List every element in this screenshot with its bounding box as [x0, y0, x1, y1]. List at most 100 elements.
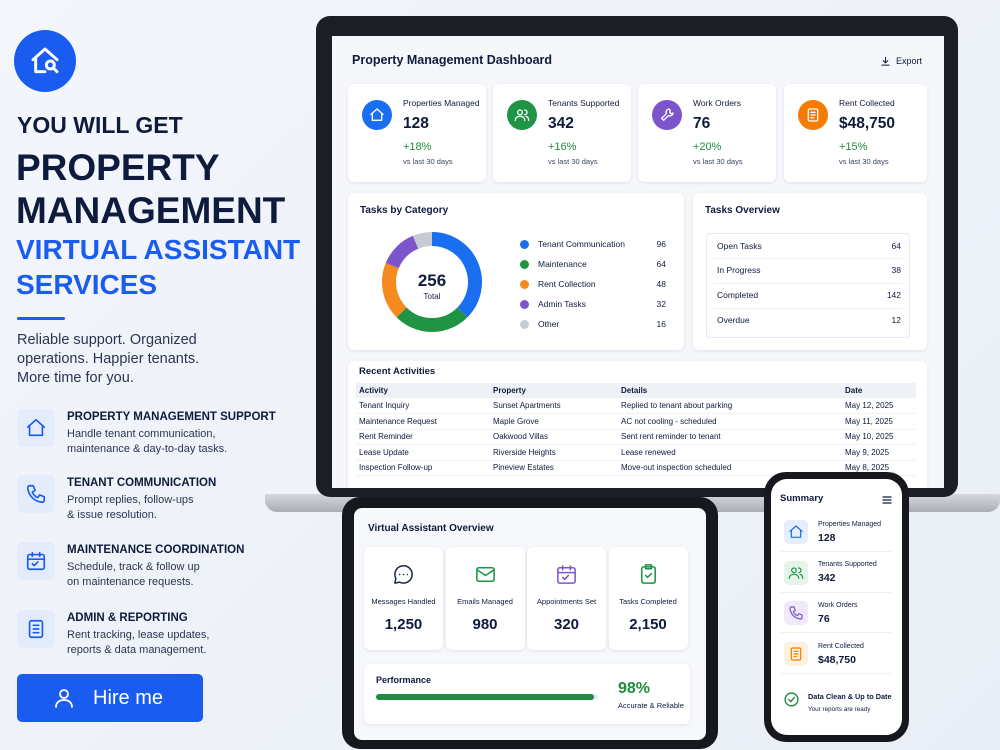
tagline: Reliable support. Organized — [17, 331, 197, 348]
table-header: Date — [845, 385, 863, 395]
kpi-change: +20% — [693, 140, 722, 153]
icon-shape — [661, 108, 674, 121]
overview-label: Overdue — [717, 314, 750, 325]
legend-label: Rent Collection — [538, 278, 596, 289]
eyebrow: YOU WILL GET — [17, 111, 183, 138]
table-cell: AC not cooling - scheduled — [621, 416, 717, 426]
icon-shape — [784, 692, 799, 707]
export-button[interactable]: Export — [878, 52, 930, 68]
tasks-overview-card: Tasks Overview Open Tasks 64 In Progress 38 C… — [693, 193, 927, 350]
icon — [555, 563, 578, 586]
icon-shape — [790, 647, 802, 661]
table-cell: May 12, 2025 — [845, 401, 894, 410]
stat-value: 980 — [472, 615, 498, 633]
table-cell: Inspection Follow-up — [359, 463, 433, 472]
table-header: Activity — [359, 385, 388, 395]
icon-shape — [799, 573, 804, 579]
legend-value: 16 — [656, 318, 666, 329]
icon — [788, 646, 804, 662]
stat-value: 2,150 — [629, 615, 667, 633]
tablet-title: Virtual Assistant Overview — [368, 523, 494, 534]
service-description: reports & data management. — [67, 643, 207, 656]
kpi-value: 76 — [693, 115, 711, 133]
headline-highlight: SERVICES — [16, 269, 158, 300]
kpi-value: 342 — [548, 115, 574, 133]
overview-label: Completed — [717, 290, 759, 301]
legend-value: 96 — [656, 238, 666, 249]
headline: PROPERTY — [16, 146, 220, 188]
stat-label: Emails Managed — [457, 597, 513, 607]
legend-dot — [520, 259, 529, 269]
icon-shape — [644, 564, 652, 570]
stat-value: 1,250 — [384, 615, 423, 633]
icon — [369, 107, 385, 123]
icon-shape — [32, 624, 40, 634]
service-description: Handle tenant communication, — [67, 427, 216, 440]
summary-value: 342 — [818, 572, 836, 585]
kpi-card: Work Orders 76 +20% vs last 30 days — [638, 84, 776, 182]
icon-shape — [789, 525, 803, 538]
export-label: Export — [896, 55, 923, 66]
icon-shape — [26, 553, 46, 571]
icon-shape — [807, 108, 819, 122]
kpi-period: vs last 30 days — [403, 157, 453, 167]
legend-dot — [520, 299, 529, 309]
row-divider — [781, 551, 892, 552]
kpi-card: Tenants Supported 342 +16% vs last 30 days — [493, 84, 631, 182]
performance-caption: Accurate & Reliable — [618, 701, 684, 711]
row-divider — [713, 307, 903, 309]
phone-title: Summary — [780, 493, 824, 505]
icon-shape — [475, 567, 495, 582]
row-divider — [356, 444, 916, 445]
icon-shape — [881, 56, 890, 66]
phone-screen: Summary Properties Managed 128 Tenants Supp… — [771, 479, 902, 735]
stat-label: Appointments Set — [536, 597, 597, 607]
icon — [805, 107, 821, 123]
icon-shape — [34, 56, 47, 74]
dashboard-title: Property Management Dashboard — [352, 52, 553, 67]
kpi-label: Properties Managed — [403, 97, 480, 108]
stat-label: Messages Handled — [371, 597, 436, 607]
icon-shape — [524, 109, 528, 116]
icon-shape — [514, 115, 526, 121]
summary-value: 128 — [818, 531, 836, 544]
hire-button-label: Hire me — [93, 687, 164, 709]
kpi-card: Rent Collected $48,750 +15% vs last 30 days — [784, 84, 927, 182]
legend-label: Other — [538, 318, 560, 329]
table-cell: Maintenance Request — [359, 416, 437, 426]
donut-total-label: Total — [423, 292, 441, 301]
divider — [17, 317, 65, 320]
icon-shape — [810, 111, 816, 119]
icon-shape — [789, 525, 803, 532]
summary-label: Rent Collected — [818, 642, 864, 650]
icon-shape — [807, 108, 819, 122]
kpi-value: 128 — [403, 115, 429, 133]
kpi-value: $48,750 — [839, 115, 896, 133]
table-cell: May 10, 2025 — [845, 432, 894, 441]
service-description: & issue resolution. — [67, 508, 157, 521]
table-cell: May 11, 2025 — [845, 416, 893, 426]
icon — [392, 563, 415, 586]
legend-dot — [520, 239, 529, 249]
donut-segment — [382, 262, 407, 318]
performance-value: 98% — [618, 680, 651, 697]
service-title: ADMIN & REPORTING — [67, 612, 188, 625]
icon-shape — [394, 565, 413, 584]
icon-shape — [784, 692, 799, 707]
row-divider — [356, 459, 916, 461]
row-divider — [781, 591, 892, 593]
kpi-change: +18% — [403, 140, 432, 153]
service-icon — [17, 409, 55, 447]
icon-shape — [26, 551, 46, 560]
stat-card: Messages Handled 1,250 — [364, 547, 443, 650]
table-header: Property — [493, 385, 526, 395]
logo — [14, 30, 76, 92]
table-cell: Riverside Heights — [493, 447, 556, 457]
icon[interactable] — [881, 493, 893, 505]
icon-shape — [28, 425, 44, 437]
legend-dot — [520, 319, 529, 329]
hire-button[interactable]: Hire me — [17, 674, 203, 722]
service-icon — [17, 475, 55, 513]
icon-shape — [44, 59, 56, 71]
icon-shape — [790, 647, 802, 661]
